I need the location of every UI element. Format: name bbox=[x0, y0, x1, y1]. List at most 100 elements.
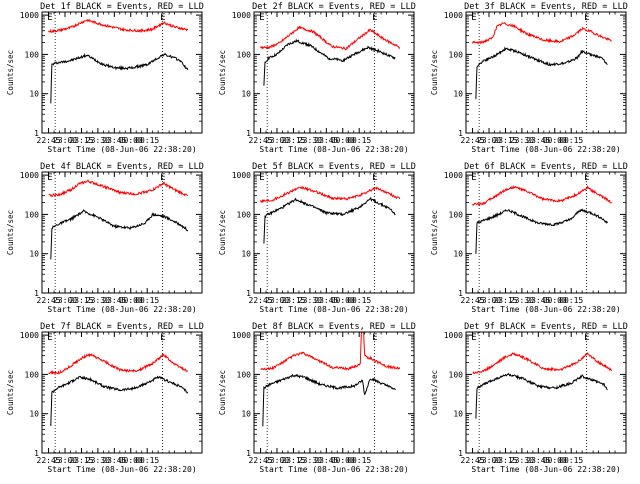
event-marker-label: E bbox=[372, 13, 377, 23]
x-tick-label: 23:30 bbox=[298, 136, 322, 145]
x-tick-label: 00:00 bbox=[331, 456, 355, 465]
x-tick-label: 23:15 bbox=[69, 456, 93, 465]
x-tick-label: 22:45 bbox=[461, 456, 485, 465]
y-tick-label: 1 bbox=[34, 129, 39, 138]
event-marker-label: E bbox=[372, 333, 377, 343]
x-tick-label: 23:30 bbox=[298, 296, 322, 305]
plot-frame bbox=[253, 11, 415, 134]
plot-frame bbox=[465, 11, 627, 134]
y-tick-label: 10 bbox=[29, 250, 39, 259]
series-group bbox=[260, 25, 401, 86]
y-tick-label: 10 bbox=[241, 410, 251, 419]
x-tick-label: 23:15 bbox=[493, 296, 517, 305]
x-tick-label: 23:45 bbox=[526, 456, 550, 465]
plot-frame bbox=[253, 331, 415, 454]
lld-series-line bbox=[260, 185, 401, 204]
y-tick-label: 10 bbox=[453, 410, 463, 419]
y-axis-label: Counts/sec bbox=[430, 50, 439, 95]
lld-series-line bbox=[260, 332, 401, 371]
y-tick-label: 1000 bbox=[20, 11, 39, 20]
y-tick-label: 100 bbox=[449, 370, 464, 379]
event-marker-label: E bbox=[47, 333, 52, 343]
y-axis-label: Counts/sec bbox=[6, 370, 15, 415]
chart-title: Det 3f BLACK = Events, RED = LLD bbox=[464, 2, 628, 12]
event-marker-label: E bbox=[259, 173, 264, 183]
y-tick-label: 1000 bbox=[444, 331, 463, 340]
lld-series-line bbox=[48, 18, 189, 34]
y-tick-label: 1 bbox=[246, 129, 251, 138]
y-tick-label: 10 bbox=[29, 90, 39, 99]
y-tick-label: 100 bbox=[449, 50, 464, 59]
x-tick-label: 23:45 bbox=[102, 136, 126, 145]
plot-frame bbox=[465, 331, 627, 454]
x-tick-label: 23:15 bbox=[281, 136, 305, 145]
x-tick-label: 00:00 bbox=[119, 456, 143, 465]
event-marker-label: E bbox=[160, 333, 165, 343]
y-tick-label: 1000 bbox=[444, 11, 463, 20]
chart-title: Det 8f BLACK = Events, RED = LLD bbox=[252, 322, 416, 332]
chart-title: Det 5f BLACK = Events, RED = LLD bbox=[252, 162, 416, 172]
y-tick-label: 10 bbox=[241, 90, 251, 99]
series-group bbox=[472, 184, 613, 254]
event-marker-label: E bbox=[47, 13, 52, 23]
y-tick-label: 100 bbox=[449, 210, 464, 219]
x-tick-label: 23:30 bbox=[510, 456, 534, 465]
event-marker-label: E bbox=[584, 333, 589, 343]
series-group bbox=[48, 18, 189, 104]
x-tick-label: 22:45 bbox=[37, 136, 61, 145]
y-axis-label: Counts/sec bbox=[430, 210, 439, 255]
event-marker-label: E bbox=[471, 13, 476, 23]
series-group bbox=[260, 332, 401, 427]
x-tick-label: 22:45 bbox=[249, 296, 273, 305]
y-tick-label: 10 bbox=[241, 250, 251, 259]
y-tick-label: 1 bbox=[34, 449, 39, 458]
plot-frame bbox=[465, 171, 627, 294]
event-marker-label: E bbox=[584, 13, 589, 23]
y-tick-label: 100 bbox=[237, 210, 252, 219]
lld-series-line bbox=[472, 352, 613, 375]
x-tick-label: 00:15 bbox=[559, 456, 583, 465]
y-tick-label: 100 bbox=[25, 50, 40, 59]
event-marker-label: E bbox=[160, 173, 165, 183]
event-marker-label: E bbox=[47, 173, 52, 183]
x-tick-label: 23:00 bbox=[53, 296, 77, 305]
y-tick-label: 100 bbox=[25, 210, 40, 219]
x-tick-label: 00:00 bbox=[119, 296, 143, 305]
x-tick-label: 23:00 bbox=[265, 296, 289, 305]
x-tick-label: 23:00 bbox=[477, 456, 501, 465]
x-tick-label: 22:45 bbox=[249, 136, 273, 145]
events-series-line bbox=[263, 38, 396, 86]
x-tick-label: 23:45 bbox=[314, 456, 338, 465]
x-tick-label: 23:00 bbox=[477, 136, 501, 145]
y-axis-label: Counts/sec bbox=[430, 370, 439, 415]
chart-title: Det 2f BLACK = Events, RED = LLD bbox=[252, 2, 416, 12]
x-axis-label: Start Time (08-Jun-06 22:38:20) bbox=[47, 305, 196, 314]
x-tick-label: 23:30 bbox=[298, 456, 322, 465]
x-tick-label: 00:15 bbox=[559, 136, 583, 145]
x-tick-label: 00:00 bbox=[119, 136, 143, 145]
lld-series-line bbox=[48, 352, 189, 376]
x-axis-label: Start Time (08-Jun-06 22:38:20) bbox=[471, 465, 620, 474]
events-series-line bbox=[475, 208, 608, 254]
x-axis-label: Start Time (08-Jun-06 22:38:20) bbox=[259, 305, 408, 314]
y-axis-label: Counts/sec bbox=[218, 50, 227, 95]
y-tick-label: 10 bbox=[29, 410, 39, 419]
x-tick-label: 23:30 bbox=[510, 296, 534, 305]
y-tick-label: 100 bbox=[237, 50, 252, 59]
x-tick-label: 22:45 bbox=[37, 456, 61, 465]
event-marker-label: E bbox=[259, 333, 264, 343]
x-tick-label: 22:45 bbox=[461, 136, 485, 145]
x-tick-label: 00:15 bbox=[559, 296, 583, 305]
x-tick-label: 23:45 bbox=[102, 296, 126, 305]
y-tick-label: 1 bbox=[458, 129, 463, 138]
x-tick-label: 23:00 bbox=[265, 456, 289, 465]
x-tick-label: 23:00 bbox=[53, 136, 77, 145]
x-axis-label: Start Time (08-Jun-06 22:38:20) bbox=[471, 145, 620, 154]
y-tick-label: 100 bbox=[237, 370, 252, 379]
chart-title: Det 9f BLACK = Events, RED = LLD bbox=[464, 322, 628, 332]
